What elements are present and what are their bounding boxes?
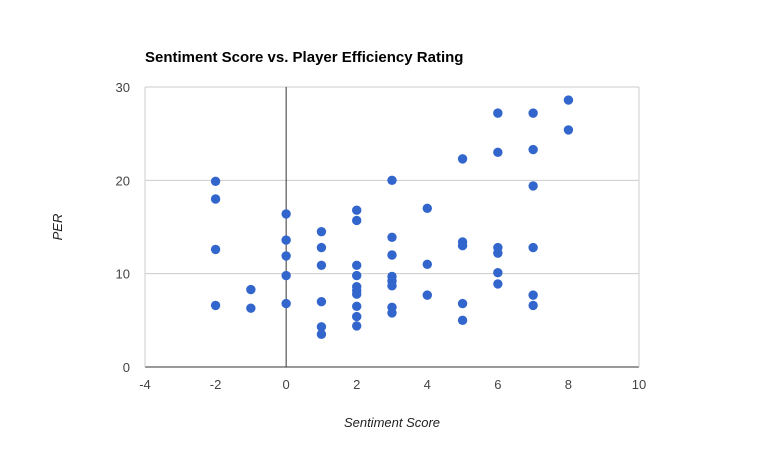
data-points xyxy=(210,95,574,340)
data-point xyxy=(352,205,362,215)
data-point xyxy=(210,176,221,186)
data-point xyxy=(528,300,538,311)
data-point xyxy=(246,284,256,295)
data-point xyxy=(352,321,362,331)
data-point xyxy=(387,281,397,291)
x-tick-label: -2 xyxy=(210,377,222,392)
data-point xyxy=(316,322,327,332)
y-tick-labels: 0 10 20 30 xyxy=(116,80,130,375)
data-point xyxy=(493,147,503,158)
data-point xyxy=(387,232,397,242)
x-tick-label: 4 xyxy=(424,377,431,392)
data-point xyxy=(528,108,538,118)
y-tick-label: 0 xyxy=(123,360,130,375)
data-point xyxy=(387,308,397,318)
data-point xyxy=(316,329,327,340)
x-tick-label: 10 xyxy=(632,377,646,392)
data-point xyxy=(457,315,468,326)
data-point xyxy=(493,248,503,258)
x-tick-labels: -4 -2 0 2 4 6 8 10 xyxy=(139,377,646,392)
x-tick-label: 0 xyxy=(283,377,290,392)
data-point xyxy=(528,290,538,300)
data-point xyxy=(281,298,291,309)
x-tick-label: -4 xyxy=(139,377,151,392)
chart-title: Sentiment Score vs. Player Efficiency Ra… xyxy=(145,49,463,66)
data-point xyxy=(352,289,362,299)
data-point xyxy=(457,154,468,164)
data-point xyxy=(563,125,574,135)
x-axis-label: Sentiment Score xyxy=(344,415,440,430)
data-point xyxy=(422,259,432,270)
data-point xyxy=(281,235,291,245)
y-tick-label: 30 xyxy=(116,80,130,95)
data-point xyxy=(422,290,432,300)
y-axis-label: PER xyxy=(50,214,65,241)
data-point xyxy=(210,194,221,204)
x-tick-label: 2 xyxy=(353,377,360,392)
data-point xyxy=(316,242,327,253)
data-point xyxy=(352,311,362,322)
data-point xyxy=(210,300,221,311)
data-point xyxy=(281,209,291,219)
data-point xyxy=(352,215,362,226)
data-point xyxy=(563,95,574,105)
data-point xyxy=(316,296,327,307)
data-point xyxy=(316,226,327,237)
data-point xyxy=(422,203,432,214)
data-point xyxy=(493,268,503,278)
data-point xyxy=(457,240,468,251)
data-point xyxy=(281,251,291,261)
data-point xyxy=(281,270,291,281)
data-point xyxy=(493,279,503,289)
data-point xyxy=(457,298,468,309)
data-point xyxy=(387,175,397,186)
data-point xyxy=(316,260,327,270)
x-tick-label: 8 xyxy=(565,377,572,392)
data-point xyxy=(352,260,362,270)
data-point xyxy=(352,270,362,281)
data-point xyxy=(528,181,538,191)
y-tick-label: 20 xyxy=(116,173,130,188)
data-point xyxy=(210,244,221,255)
data-point xyxy=(352,301,362,312)
x-tick-label: 6 xyxy=(494,377,501,392)
data-point xyxy=(246,303,256,313)
data-point xyxy=(387,250,397,260)
data-point xyxy=(528,242,538,253)
data-point xyxy=(528,144,538,155)
data-point xyxy=(493,108,503,118)
y-tick-label: 10 xyxy=(116,267,130,282)
